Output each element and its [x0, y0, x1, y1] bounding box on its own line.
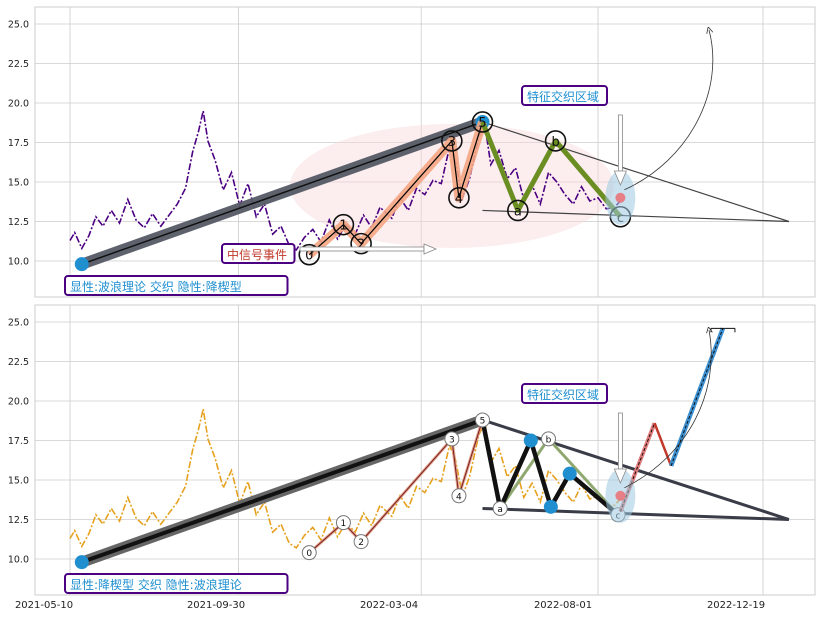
y-tick-label: 12.5	[8, 217, 29, 228]
x-axis-ticks: 2021-05-10 2021-09-30 2022-03-04 2022-08…	[15, 600, 765, 611]
zone-arrow-shaft	[617, 114, 623, 172]
wave-marker	[298, 243, 321, 266]
y-tick-label: 25.0	[8, 20, 29, 31]
price-line	[69, 110, 621, 252]
x-tick-label: 2021-05-10	[15, 600, 73, 611]
wave-marker	[441, 130, 463, 152]
zone-arrow-shaft	[617, 412, 623, 470]
trend-start-dot	[74, 257, 89, 272]
wave-label: 5	[480, 416, 486, 426]
projection-leg-2	[653, 422, 673, 467]
top-panel: 10.012.515.017.520.022.525.0012345abc中信号…	[8, 6, 816, 298]
zone-label: 特征交织区域	[527, 387, 599, 402]
event-arrow-head	[423, 243, 438, 255]
wave-marker	[471, 111, 494, 133]
wave-label: 2	[358, 538, 364, 548]
y-tick-label: 17.5	[8, 138, 29, 149]
y-tick-label: 22.5	[8, 59, 29, 70]
y-tick-label: 15.0	[8, 476, 29, 487]
wave-marker	[475, 412, 490, 428]
bottom-panel: 10.012.515.017.520.022.525.0012345abc特征交…	[8, 304, 816, 596]
y-tick-label: 12.5	[8, 515, 29, 526]
wedge-zigzag-dot	[523, 433, 538, 448]
wave-label: 5	[478, 116, 486, 131]
wedge-zigzag-dot	[543, 499, 558, 514]
wave-marker	[448, 187, 470, 209]
abc-marker	[507, 199, 529, 222]
wave-label: 1	[339, 219, 347, 234]
x-tick-label: 2021-09-30	[187, 600, 245, 611]
event-label-box	[221, 243, 296, 264]
projection-arrow	[624, 30, 714, 191]
projection-leg-3-core	[670, 328, 724, 466]
wave-marker	[353, 534, 369, 550]
price-line	[69, 408, 621, 550]
abc-label: a	[514, 204, 522, 219]
wave-marker	[335, 515, 351, 531]
wave-label: 0	[305, 249, 313, 264]
wave-label: a	[497, 505, 503, 515]
feature-zone-core	[615, 490, 626, 501]
wave-marker	[444, 431, 460, 447]
zone-arrow-head	[613, 468, 627, 485]
trend-start-dot	[74, 555, 89, 570]
wave-label: 3	[449, 435, 455, 445]
pattern-label-box	[64, 275, 289, 296]
event-label: 中信号事件	[227, 247, 287, 262]
zone-label-box	[521, 85, 608, 106]
y-tick-label: 10.0	[8, 555, 29, 566]
y-tick-label: 20.0	[8, 397, 29, 408]
wedge-zigzag	[480, 419, 620, 517]
abc-label: b	[551, 135, 559, 150]
zone-label-box	[521, 383, 608, 404]
wave-label: 4	[456, 492, 462, 502]
x-tick-label: 2022-12-19	[707, 600, 765, 611]
zone-arrow-head	[613, 170, 627, 187]
wave-line	[308, 121, 484, 256]
zone-label: 特征交织区域	[527, 89, 599, 104]
wave-label: b	[546, 435, 552, 445]
x-tick-label: 2022-03-04	[360, 600, 418, 611]
x-tick-label: 2022-08-01	[534, 600, 592, 611]
y-tick-label: 22.5	[8, 357, 29, 368]
wave-label: 3	[448, 135, 456, 150]
abc-line	[480, 121, 623, 219]
pattern-label: 显性:波浪理论 交织 隐性:降楔型	[70, 279, 242, 294]
wave-marker	[492, 500, 508, 516]
wedge-upper-line	[482, 121, 790, 223]
projection-arrow	[624, 330, 711, 489]
wave-marker	[350, 232, 372, 255]
y-tick-label: 20.0	[8, 99, 29, 110]
wave-label: 0	[306, 549, 312, 559]
wedge-lower-line	[482, 209, 789, 223]
trend-line	[81, 418, 484, 565]
y-tick-label: 15.0	[8, 178, 29, 189]
wave-label: 4	[455, 192, 463, 207]
wave-marker	[301, 545, 317, 561]
wave-label: 1	[341, 519, 347, 529]
y-tick-label: 10.0	[8, 257, 29, 268]
event-arrow-shaft	[299, 246, 425, 252]
abc-marker	[544, 130, 567, 152]
wave-marker	[541, 431, 556, 447]
wave-line	[308, 419, 483, 554]
wedge-lower-line	[482, 506, 789, 521]
wedge-zigzag-dot	[562, 466, 577, 481]
trend-line	[81, 121, 483, 265]
highlight-ellipse	[290, 124, 614, 248]
pattern-label: 显性:降楔型 交织 隐性:波浪理论	[70, 577, 242, 592]
pattern-label-box	[64, 573, 289, 594]
y-tick-label: 17.5	[8, 436, 29, 447]
wave-marker	[451, 488, 467, 504]
wave-marker	[332, 213, 355, 236]
feature-zone-core	[615, 192, 626, 203]
plot-area	[34, 304, 816, 596]
y-tick-label: 25.0	[8, 318, 29, 329]
wave-label: 2	[357, 238, 365, 253]
